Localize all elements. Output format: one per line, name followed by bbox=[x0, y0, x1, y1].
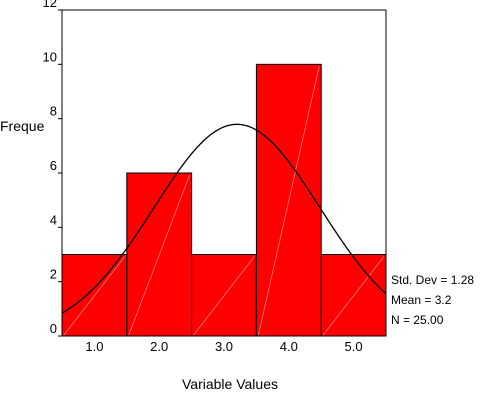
y-axis-title: Freque bbox=[0, 118, 45, 134]
x-axis-title: Variable Values bbox=[182, 376, 278, 392]
y-tick-label: 2 bbox=[50, 267, 57, 282]
x-tick-label: 2.0 bbox=[150, 339, 168, 354]
mean-label: Mean = 3.2 bbox=[391, 293, 452, 307]
labels-layer: 0 2 4 6 8 10 12 1.0 2.0 3.0 4.0 5.0 bbox=[43, 0, 363, 354]
bar-texture-line bbox=[63, 256, 126, 336]
x-tick-label: 5.0 bbox=[345, 339, 363, 354]
x-tick-label: 3.0 bbox=[215, 339, 233, 354]
y-tick-label: 8 bbox=[50, 104, 57, 119]
y-tick-label: 4 bbox=[50, 212, 57, 227]
y-tick-label: 10 bbox=[43, 49, 57, 64]
y-tick-label: 6 bbox=[50, 158, 57, 173]
x-tick-label: 1.0 bbox=[85, 339, 103, 354]
bar-texture-line bbox=[322, 256, 385, 336]
std-dev-label: Std. Dev = 1.28 bbox=[391, 273, 474, 287]
bars-layer bbox=[61, 63, 387, 337]
bar-texture-line bbox=[128, 174, 190, 336]
bar-texture-line bbox=[258, 66, 320, 336]
n-label: N = 25.00 bbox=[391, 313, 444, 327]
y-tick-label: 12 bbox=[43, 0, 57, 10]
y-tick-label: 0 bbox=[50, 321, 57, 336]
curve-layer bbox=[61, 123, 387, 314]
normal-curve-line bbox=[61, 123, 387, 314]
axes-layer bbox=[58, 9, 387, 337]
x-tick-label: 4.0 bbox=[280, 339, 298, 354]
bar-texture-line bbox=[193, 256, 255, 336]
